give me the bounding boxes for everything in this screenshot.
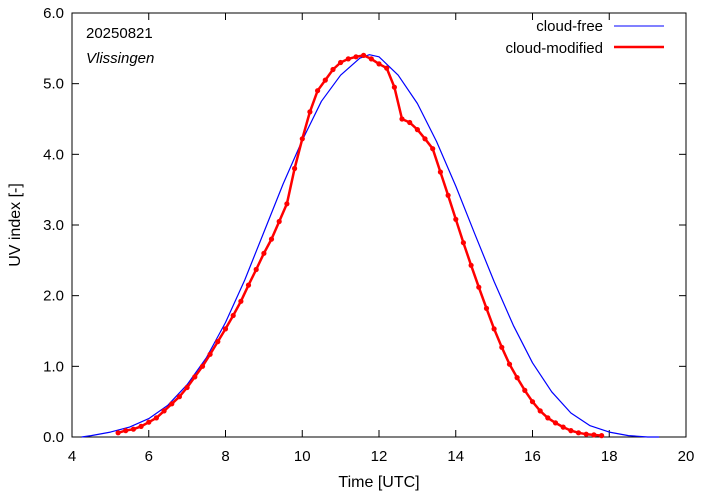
series-line-cloud-modified: [117, 54, 602, 437]
data-point-cloud-modified: [307, 109, 313, 115]
data-point-cloud-modified: [483, 305, 490, 311]
x-tick-label: 12: [371, 448, 388, 465]
data-point-cloud-modified: [353, 54, 359, 60]
data-point-cloud-modified: [437, 169, 443, 175]
data-point-cloud-modified: [529, 399, 536, 405]
data-point-cloud-modified: [468, 262, 474, 268]
data-point-cloud-modified: [284, 201, 290, 207]
data-point-cloud-modified: [123, 428, 129, 434]
data-point-cloud-modified: [199, 363, 206, 369]
data-point-cloud-modified: [276, 218, 282, 225]
data-point-cloud-modified: [268, 236, 275, 242]
data-point-cloud-modified: [399, 116, 405, 122]
data-point-cloud-modified: [476, 284, 482, 290]
data-point-cloud-modified: [184, 384, 190, 391]
data-point-cloud-modified: [146, 419, 152, 425]
data-point-cloud-modified: [499, 344, 505, 350]
x-axis-title: Time [UTC]: [338, 474, 419, 491]
data-point-cloud-modified: [253, 266, 259, 273]
data-point-cloud-modified: [238, 298, 244, 304]
data-point-cloud-modified: [130, 426, 136, 432]
series-line-cloud-free: [81, 54, 660, 438]
data-point-cloud-modified: [153, 415, 159, 421]
x-tick-label: 14: [447, 448, 464, 465]
data-point-cloud-modified: [176, 394, 182, 400]
data-point-cloud-modified: [138, 423, 144, 429]
legend-label-cloud-modified: cloud-modified: [505, 40, 603, 57]
data-point-cloud-modified: [445, 192, 451, 198]
data-point-cloud-modified: [506, 361, 513, 367]
data-point-cloud-modified: [299, 136, 305, 142]
data-point-cloud-modified: [292, 165, 298, 172]
y-tick-label: 1.0: [43, 358, 64, 375]
x-tick-label: 16: [524, 448, 541, 465]
x-tick-label: 8: [221, 448, 229, 465]
y-axis: 0.0 1.0 2.0 3.0 4.0 5.0 6.0: [43, 5, 686, 446]
y-tick-label: 3.0: [43, 217, 64, 234]
data-point-cloud-modified: [245, 282, 252, 288]
x-tick-label: 20: [678, 448, 695, 465]
data-point-cloud-modified: [545, 415, 551, 421]
data-point-cloud-modified: [322, 77, 328, 83]
data-point-cloud-modified: [192, 374, 198, 380]
data-point-cloud-modified: [583, 431, 589, 437]
y-tick-label: 4.0: [43, 146, 64, 163]
data-point-cloud-modified: [391, 84, 397, 90]
data-point-cloud-modified: [169, 401, 175, 407]
data-point-cloud-modified: [338, 59, 344, 66]
plot-frame: [71, 12, 687, 438]
y-axis-title: UV index [-]: [7, 183, 24, 267]
data-point-cloud-modified: [453, 216, 459, 222]
data-point-cloud-modified: [215, 339, 221, 345]
data-point-cloud-modified: [161, 408, 167, 414]
x-tick-label: 10: [294, 448, 311, 465]
data-point-cloud-modified: [345, 56, 351, 62]
data-point-cloud-modified: [368, 56, 374, 62]
data-point-cloud-modified: [460, 240, 466, 246]
data-point-cloud-modified: [376, 61, 382, 67]
x-tick-label: 18: [601, 448, 618, 465]
data-point-cloud-modified: [361, 52, 367, 59]
data-point-cloud-modified: [568, 428, 574, 434]
legend-label-cloud-free: cloud-free: [536, 18, 603, 35]
data-point-cloud-modified: [491, 326, 497, 332]
data-point-cloud-modified: [330, 66, 336, 73]
data-point-cloud-modified: [407, 119, 413, 126]
data-point-cloud-modified: [222, 326, 229, 332]
data-point-cloud-modified: [575, 430, 582, 436]
data-point-cloud-modified: [230, 312, 236, 319]
data-point-cloud-modified: [522, 387, 528, 393]
y-tick-label: 2.0: [43, 288, 64, 305]
data-point-cloud-modified: [430, 146, 436, 152]
x-axis: 4 6 8 10 12 14 16 18 20: [68, 13, 695, 465]
x-tick-label: 4: [68, 448, 76, 465]
date-annotation: 20250821: [86, 25, 153, 42]
data-point-cloud-modified: [315, 88, 321, 94]
data-point-cloud-modified: [261, 250, 267, 256]
data-point-cloud-modified: [599, 433, 605, 439]
location-annotation: Vlissingen: [86, 50, 154, 67]
y-tick-label: 0.0: [43, 429, 64, 446]
data-point-cloud-modified: [514, 375, 520, 381]
data-point-cloud-modified: [115, 430, 121, 436]
data-point-cloud-modified: [384, 65, 390, 71]
data-point-cloud-modified: [552, 420, 559, 426]
y-tick-label: 6.0: [43, 5, 64, 22]
y-tick-label: 5.0: [43, 76, 64, 93]
data-point-cloud-modified: [560, 424, 566, 430]
series-layer: [81, 52, 660, 439]
data-point-cloud-modified: [537, 408, 543, 414]
data-point-cloud-modified: [591, 432, 597, 438]
data-point-cloud-modified: [207, 351, 213, 357]
legend: cloud-free cloud-modified: [505, 18, 664, 57]
x-tick-label: 6: [145, 448, 153, 465]
data-point-cloud-modified: [422, 136, 428, 142]
data-point-cloud-modified: [414, 127, 420, 133]
